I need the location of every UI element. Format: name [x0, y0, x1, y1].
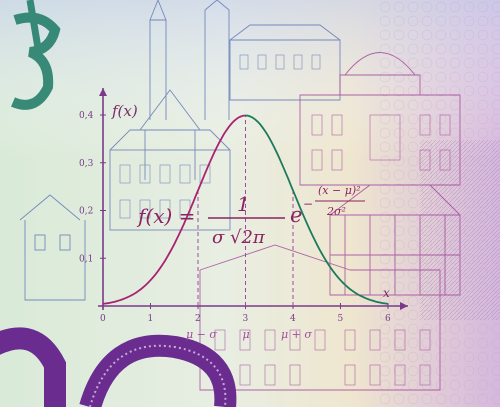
x-axis-label: x	[383, 286, 390, 300]
formula-exp-sign: −	[303, 197, 313, 211]
x-tick-label: 0	[100, 314, 106, 324]
x-tick-label: 2	[195, 314, 201, 324]
x-tick-label: 1	[148, 314, 154, 324]
formula-lhs: f(x) =	[136, 204, 195, 228]
formula-exp-numerator: (x − μ)²	[318, 184, 361, 197]
formula-numerator: 1	[237, 192, 250, 216]
y-tick-label: 0,1	[79, 254, 93, 264]
formula-base: e	[290, 203, 302, 227]
x-tick-label: 5	[338, 314, 344, 324]
x-tick-label: 3	[243, 314, 249, 324]
marker-label: μ − σ	[186, 328, 217, 341]
formula-denominator: σ √2π	[212, 227, 266, 248]
formula-exp-denominator: 2σ²	[326, 205, 346, 218]
y-tick-label: 0,4	[79, 111, 94, 121]
y-axis-label: f(x)	[111, 102, 138, 120]
y-tick-label: 0,2	[79, 207, 93, 217]
marker-label: μ	[243, 328, 250, 341]
x-tick-label: 4	[290, 314, 296, 324]
y-tick-label: 0,3	[79, 159, 94, 169]
x-tick-label: 6	[385, 314, 391, 324]
marker-label: μ + σ	[281, 328, 312, 341]
